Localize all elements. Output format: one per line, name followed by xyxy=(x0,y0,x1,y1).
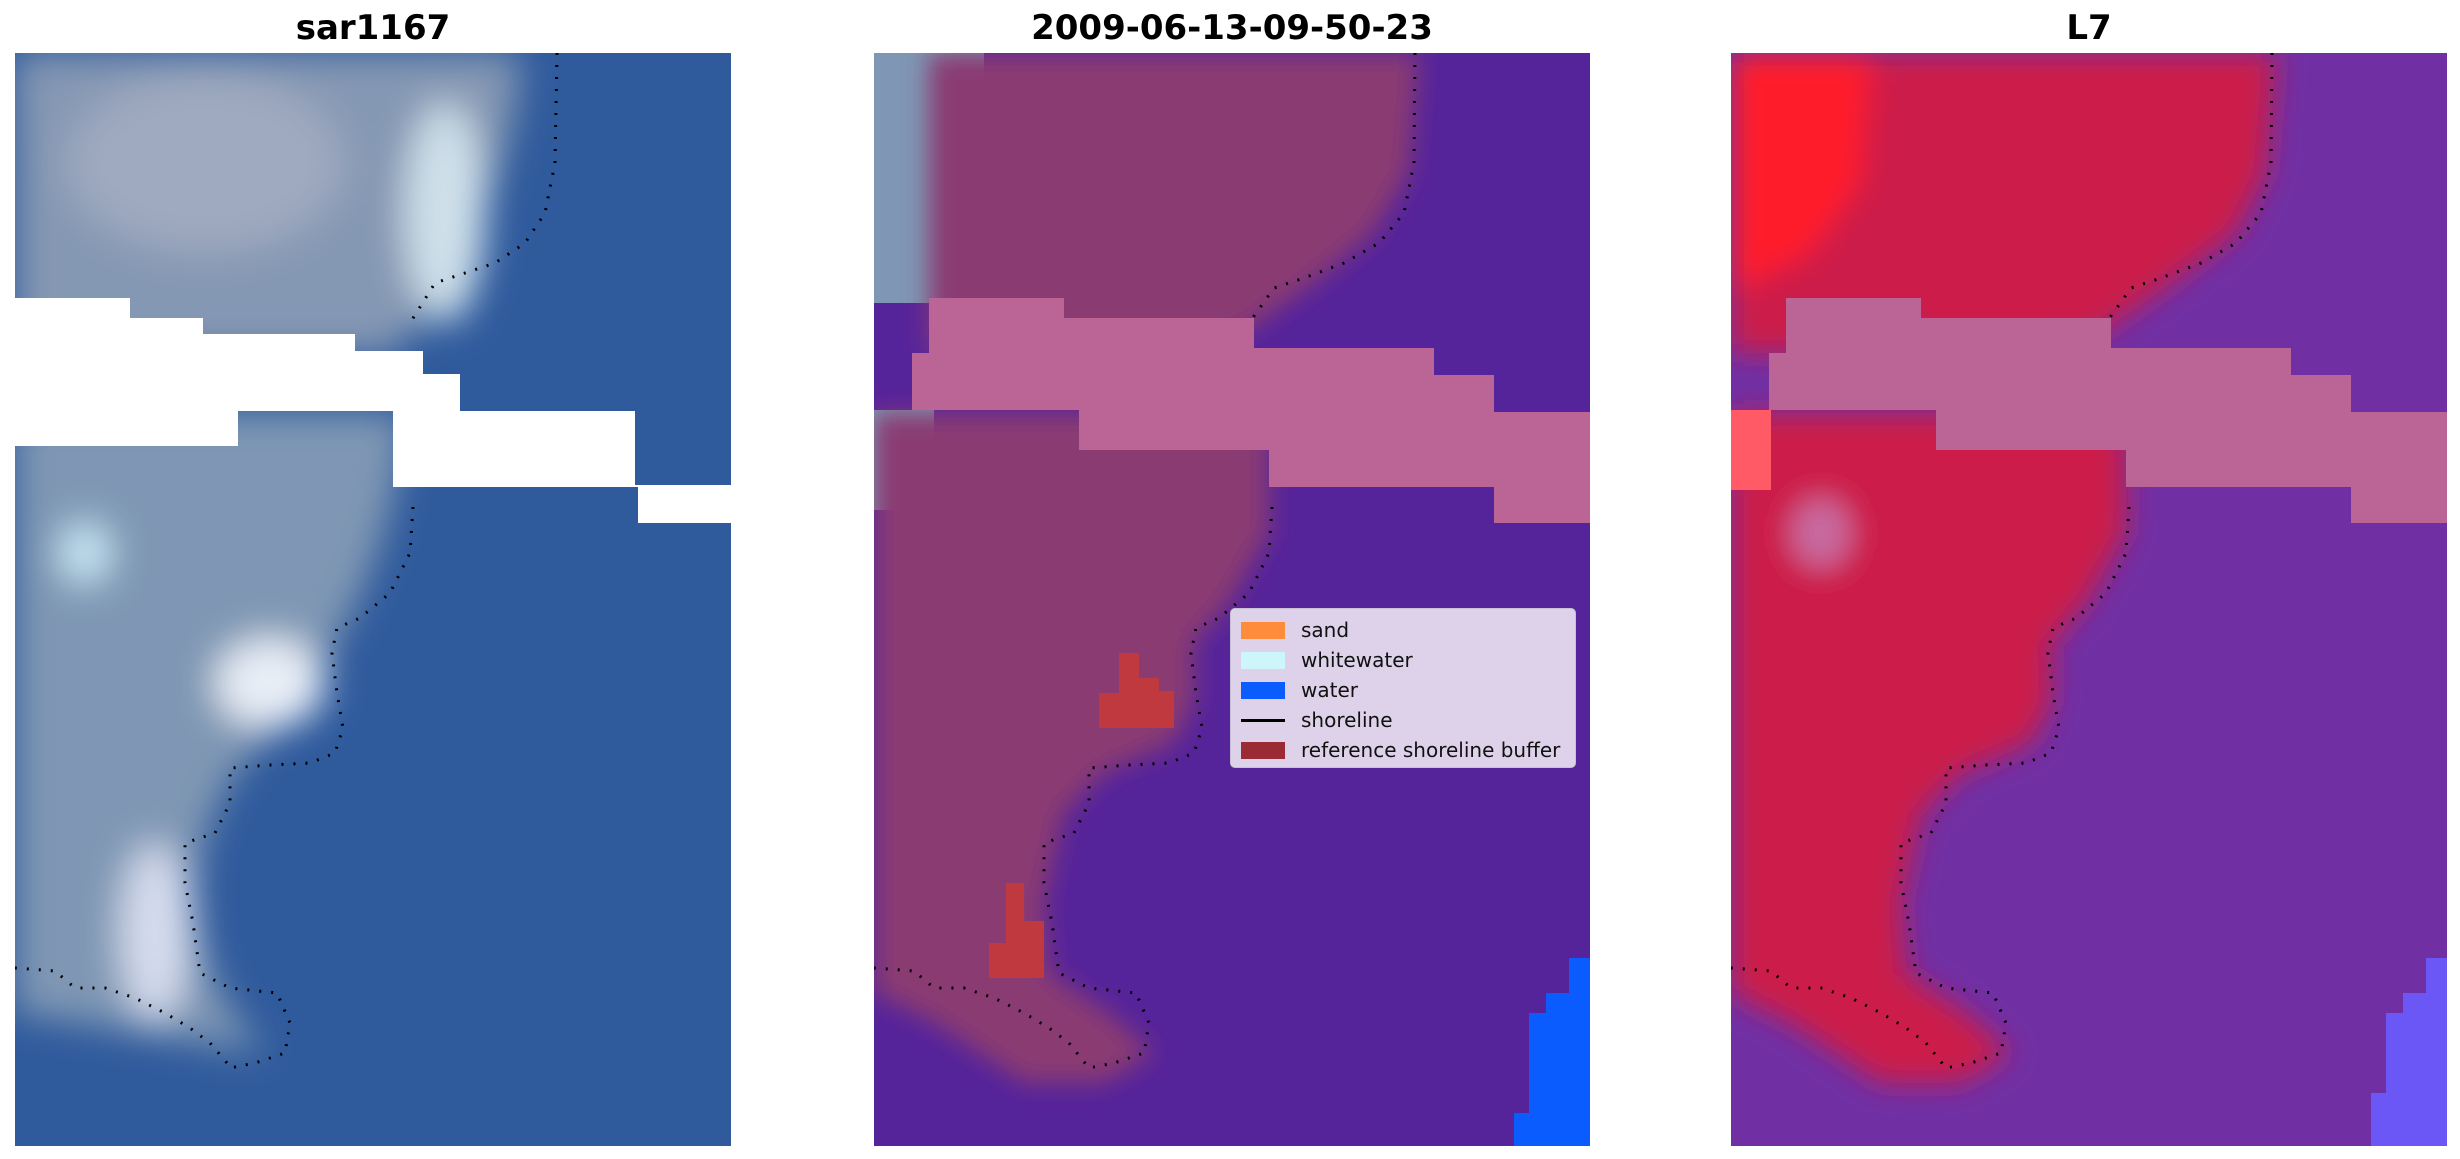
legend-label-reference-buffer: reference shoreline buffer xyxy=(1301,738,1561,762)
shoreline-swatch xyxy=(1241,718,1285,722)
legend-label-whitewater: whitewater xyxy=(1301,648,1413,672)
l7-image-panel xyxy=(1731,53,2447,1146)
legend-item-reference-buffer: reference shoreline buffer xyxy=(1241,735,1565,765)
sand-swatch xyxy=(1241,621,1285,639)
legend-label-water: water xyxy=(1301,678,1358,702)
legend-label-sand: sand xyxy=(1301,618,1350,642)
classified-image-panel xyxy=(874,53,1590,1146)
legend: sand whitewater water shoreline referenc… xyxy=(1230,608,1576,768)
panel-title-l7: L7 xyxy=(2066,8,2112,48)
legend-item-water: water xyxy=(1241,675,1565,705)
reference-buffer-swatch xyxy=(1241,741,1285,759)
legend-label-shoreline: shoreline xyxy=(1301,708,1393,732)
panel-title-rgb: sar1167 xyxy=(295,8,451,48)
legend-item-whitewater: whitewater xyxy=(1241,645,1565,675)
l7-image xyxy=(1731,53,2447,1146)
panel-title-classified: 2009-06-13-09-50-23 xyxy=(1031,8,1433,48)
water-swatch xyxy=(1241,681,1285,699)
whitewater-swatch xyxy=(1241,651,1285,669)
legend-item-shoreline: shoreline xyxy=(1241,705,1565,735)
legend-item-sand: sand xyxy=(1241,615,1565,645)
classified-image xyxy=(874,53,1590,1146)
rgb-image xyxy=(15,53,731,1146)
rgb-image-panel xyxy=(15,53,731,1146)
